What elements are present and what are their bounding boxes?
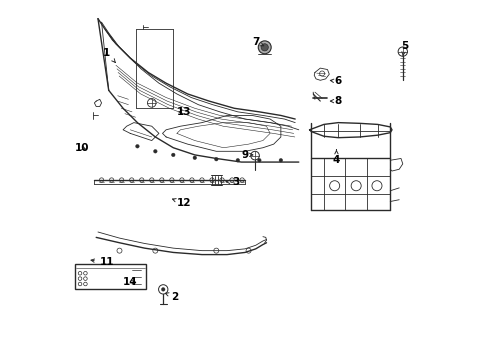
Text: 6: 6 — [330, 76, 342, 86]
Text: 1: 1 — [103, 48, 115, 63]
Text: 5: 5 — [401, 41, 408, 56]
Text: 14: 14 — [123, 277, 138, 287]
Text: 12: 12 — [172, 198, 191, 208]
Circle shape — [193, 156, 196, 159]
Text: 3: 3 — [226, 177, 240, 187]
Text: 7: 7 — [252, 37, 264, 47]
Circle shape — [136, 144, 139, 148]
Circle shape — [161, 288, 165, 291]
Text: 9: 9 — [242, 150, 253, 160]
Text: 13: 13 — [177, 107, 191, 117]
Circle shape — [215, 157, 218, 161]
Circle shape — [258, 41, 271, 54]
Circle shape — [279, 158, 283, 162]
Text: 2: 2 — [165, 292, 179, 302]
Text: 8: 8 — [330, 96, 342, 106]
Text: 11: 11 — [91, 257, 114, 267]
Text: 10: 10 — [74, 143, 89, 153]
Circle shape — [153, 149, 157, 153]
Circle shape — [261, 44, 269, 51]
Circle shape — [172, 153, 175, 157]
Text: 4: 4 — [333, 150, 340, 165]
Circle shape — [258, 158, 261, 162]
Bar — [74, 264, 147, 289]
Circle shape — [236, 158, 240, 162]
